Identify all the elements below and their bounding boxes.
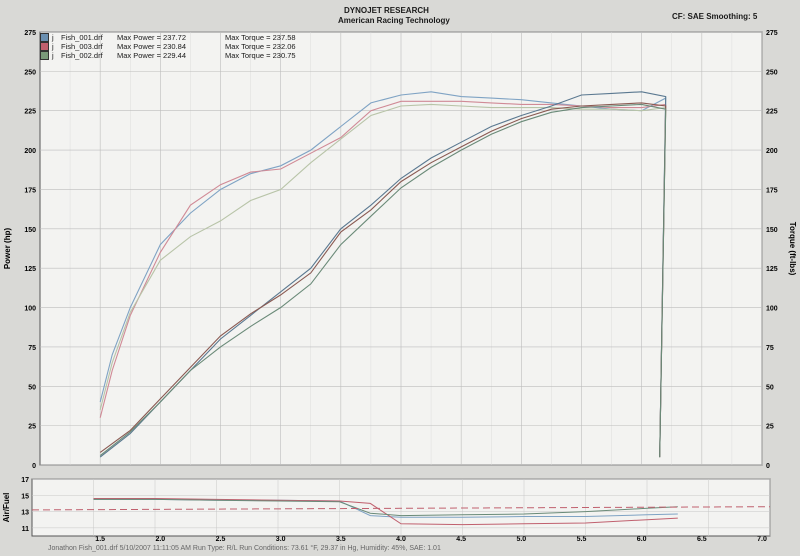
y2-tick-label: 125 — [766, 266, 778, 273]
legend-item: j Fish_003.drf Max Power = 230.84 Max To… — [40, 42, 296, 51]
x-tick-label: 2.0 — [155, 536, 165, 543]
y-tick-label: 125 — [24, 266, 36, 273]
legend-swatch — [40, 51, 49, 60]
y-tick-label: 150 — [24, 227, 36, 234]
legend-icon: j — [52, 33, 54, 42]
y-tick-label: 250 — [24, 69, 36, 76]
y2-tick-label: 50 — [766, 384, 774, 391]
y-tick-label: 75 — [28, 345, 36, 352]
series-line-power — [99, 103, 667, 458]
legend-run-name: Fish_001.drf — [61, 33, 103, 42]
y2-tick-label: 25 — [766, 424, 774, 431]
legend-swatch — [40, 42, 49, 51]
x-tick-label: 4.5 — [456, 536, 466, 543]
x-tick-label: 2.5 — [216, 536, 226, 543]
legend: j Fish_001.drf Max Power = 237.72 Max To… — [40, 33, 296, 60]
run-info-footer: Jonathon Fish_001.drf 5/10/2007 11:11:05… — [48, 545, 441, 552]
y-tick-label: 225 — [24, 109, 36, 116]
x-tick-label: 4.0 — [396, 536, 406, 543]
y2-tick-label: 150 — [766, 227, 778, 234]
x-tick-label: 5.5 — [577, 536, 587, 543]
afr-series-line — [31, 506, 771, 511]
legend-item: j Fish_002.drf Max Power = 229.44 Max To… — [40, 51, 296, 60]
y2-tick-label: 175 — [766, 187, 778, 194]
legend-item: j Fish_001.drf Max Power = 237.72 Max To… — [40, 33, 296, 42]
y2-tick-label: 200 — [766, 148, 778, 155]
y-tick-label: 50 — [28, 384, 36, 391]
legend-max-power: Max Power = 237.72 — [117, 33, 186, 42]
legend-max-power: Max Power = 229.44 — [117, 51, 186, 60]
afr-y-tick-label: 13 — [21, 510, 29, 517]
x-tick-label: 3.5 — [336, 536, 346, 543]
y2-tick-label: 275 — [766, 30, 778, 37]
x-tick-label: 1.5 — [95, 536, 105, 543]
x-tick-label: 5.0 — [516, 536, 526, 543]
legend-icon: j — [52, 42, 54, 51]
y2-tick-label: 0 — [766, 463, 770, 470]
legend-max-power: Max Power = 230.84 — [117, 42, 186, 51]
y-axis-title: Power (hp) — [3, 228, 12, 270]
series-line-torque — [99, 103, 667, 458]
correction-info: CF: SAE Smoothing: 5 — [672, 12, 758, 21]
x-tick-label: 3.0 — [276, 536, 286, 543]
legend-max-torque: Max Torque = 237.58 — [225, 33, 296, 42]
legend-icon: j — [52, 51, 54, 60]
legend-max-torque: Max Torque = 230.75 — [225, 51, 296, 60]
series-line-torque — [99, 102, 667, 458]
afr-series-line — [93, 498, 678, 526]
afr-series-line — [93, 498, 678, 517]
afr-y-tick-label: 11 — [22, 526, 30, 533]
legend-run-name: Fish_002.drf — [61, 51, 103, 60]
y-tick-label: 25 — [28, 424, 36, 431]
y2-tick-label: 225 — [766, 109, 778, 116]
y-tick-label: 200 — [24, 148, 36, 155]
series-line-torque — [99, 91, 667, 458]
y-tick-label: 100 — [24, 306, 36, 313]
legend-run-name: Fish_003.drf — [61, 42, 103, 51]
afr-y-tick-label: 17 — [21, 477, 29, 484]
legend-swatch — [40, 33, 49, 42]
legend-max-torque: Max Torque = 232.06 — [225, 42, 296, 51]
y2-tick-label: 100 — [766, 306, 778, 313]
chart-title: DYNOJET RESEARCH — [344, 6, 429, 15]
y2-tick-label: 75 — [766, 345, 774, 352]
y-tick-label: 275 — [24, 30, 36, 37]
afr-axis-title: Air/Fuel — [2, 493, 11, 523]
x-tick-label: 6.0 — [637, 536, 647, 543]
x-tick-label: 7.0 — [757, 536, 767, 543]
y-tick-label: 175 — [24, 187, 36, 194]
y-tick-label: 0 — [32, 463, 36, 470]
x-tick-label: 6.5 — [697, 536, 707, 543]
y2-tick-label: 250 — [766, 69, 778, 76]
afr-y-tick-label: 15 — [21, 493, 29, 500]
chart-subtitle: American Racing Technology — [338, 16, 450, 25]
y2-axis-title: Torque (ft-lbs) — [788, 222, 797, 276]
